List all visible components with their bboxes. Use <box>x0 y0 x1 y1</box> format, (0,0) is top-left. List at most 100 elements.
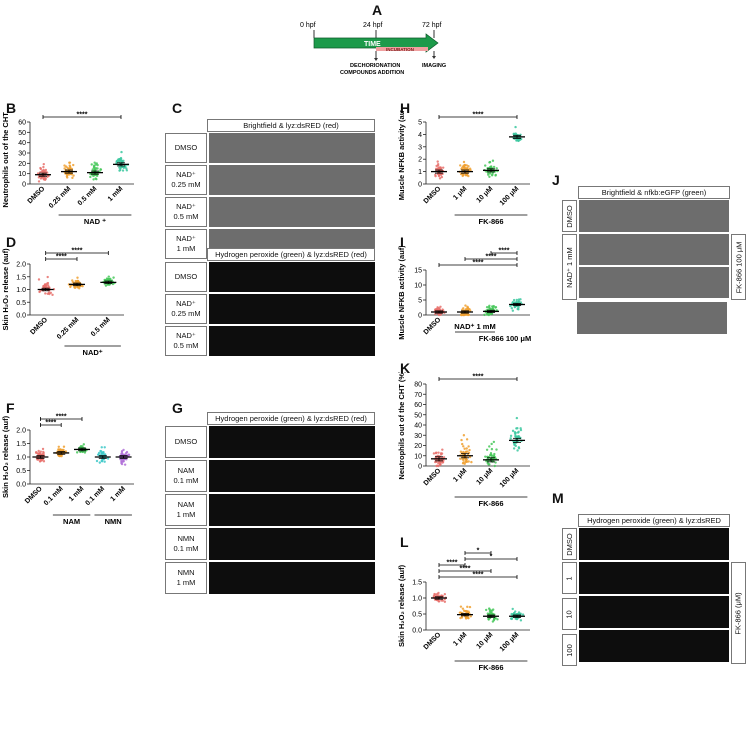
data-point <box>487 607 491 610</box>
data-point <box>91 168 94 171</box>
data-point <box>122 159 125 163</box>
data-point <box>487 171 490 175</box>
row-label: NAD⁺ 0.25 mM <box>165 294 207 324</box>
timeline-t1: 24 hpf <box>363 22 383 29</box>
data-point <box>121 460 125 463</box>
data-point <box>66 173 69 176</box>
data-point <box>515 427 518 430</box>
sig-label: **** <box>460 566 471 573</box>
data-point <box>510 617 513 621</box>
y-tick-label: 1.0 <box>16 287 26 294</box>
data-point <box>125 169 129 172</box>
data-point <box>442 456 446 459</box>
data-point <box>467 165 470 168</box>
data-point <box>92 178 95 181</box>
data-point <box>73 286 76 289</box>
x-tick-label: 100 μM <box>499 631 521 653</box>
x-tick-label: 10 μM <box>475 631 494 650</box>
data-point <box>48 292 51 296</box>
data-point <box>436 162 440 166</box>
row-label: 10 <box>562 598 577 630</box>
panel-letter-k: K <box>400 360 411 376</box>
data-point <box>494 305 498 309</box>
fish-image <box>577 302 727 334</box>
data-point <box>72 174 75 177</box>
y-axis-label: Neutrophils out of the CHT (%) <box>397 372 406 480</box>
row-label: DMSO <box>562 528 577 560</box>
data-point <box>487 618 490 621</box>
data-point <box>509 304 512 308</box>
data-point <box>38 290 42 293</box>
data-point <box>517 611 521 614</box>
image-header-g: Hydrogen peroxide (green) & lyz:dsRED (r… <box>207 412 375 425</box>
data-point <box>517 308 520 311</box>
data-point <box>488 175 491 179</box>
data-point <box>120 150 123 154</box>
fish-image <box>209 426 375 458</box>
data-point <box>489 307 492 310</box>
data-point <box>468 605 472 609</box>
data-point <box>62 448 65 452</box>
image-header-j: Brightfield & nfkb:eGFP (green) <box>578 186 730 199</box>
x-tick-label: 0.25 mM <box>48 185 73 210</box>
fish-image <box>579 234 729 265</box>
data-point <box>60 454 63 458</box>
data-point <box>461 313 465 317</box>
data-point <box>93 161 96 164</box>
data-point <box>120 159 123 163</box>
y-axis-label: Muscle NFKB activity (auf) <box>397 110 406 200</box>
data-point <box>37 449 40 453</box>
data-point <box>513 612 516 615</box>
y-tick-label: 1 <box>418 169 422 176</box>
data-point <box>460 438 463 442</box>
data-point <box>513 432 517 435</box>
data-point <box>121 169 125 172</box>
image-panel-g: Hydrogen peroxide (green) & lyz:dsRED (r… <box>165 412 375 594</box>
data-point <box>465 447 468 450</box>
group-label: NAD ⁺ <box>84 217 106 226</box>
data-point <box>83 451 87 454</box>
side-label-m: FK-866 (μM) <box>731 562 746 664</box>
data-point <box>463 163 467 167</box>
data-point <box>97 453 100 456</box>
y-tick-label: 50 <box>414 412 422 419</box>
y-tick-label: 60 <box>18 120 26 127</box>
data-point <box>489 452 493 455</box>
side-label-j: FK-866 100 μM <box>731 234 746 300</box>
data-point <box>62 445 66 448</box>
row-label: DMSO <box>165 426 207 458</box>
y-tick-label: 40 <box>18 140 26 147</box>
data-point <box>439 167 443 171</box>
data-point <box>439 173 443 176</box>
data-point <box>488 313 492 316</box>
data-point <box>492 165 496 169</box>
incubation-bar <box>376 47 428 51</box>
data-point <box>436 160 439 163</box>
y-tick-label: 15 <box>414 268 422 275</box>
data-point <box>41 170 45 173</box>
fish-image <box>209 562 375 594</box>
data-point <box>464 460 468 463</box>
data-point <box>511 607 514 611</box>
y-tick-label: 60 <box>414 402 422 409</box>
data-point <box>488 161 491 164</box>
row-label: NMN 0.1 mM <box>165 528 207 560</box>
data-point <box>75 451 79 454</box>
data-point <box>434 451 438 454</box>
data-point <box>44 283 47 287</box>
data-point <box>51 293 54 297</box>
data-point <box>465 438 469 441</box>
data-point <box>94 168 97 172</box>
y-tick-label: 0 <box>418 464 422 471</box>
data-point <box>521 613 525 616</box>
timeline-time: TIME <box>364 41 381 48</box>
sig-label: **** <box>45 420 56 427</box>
fish-image <box>209 133 375 163</box>
chart-k: 0 10 20 30 40 50 60 70 80 Neutrophils out of the … <box>397 372 530 508</box>
x-tick-label: 1 μM <box>452 185 468 201</box>
data-point <box>494 174 497 177</box>
data-point <box>441 166 445 169</box>
data-point <box>467 308 470 311</box>
data-point <box>459 450 463 453</box>
data-point <box>468 448 471 452</box>
